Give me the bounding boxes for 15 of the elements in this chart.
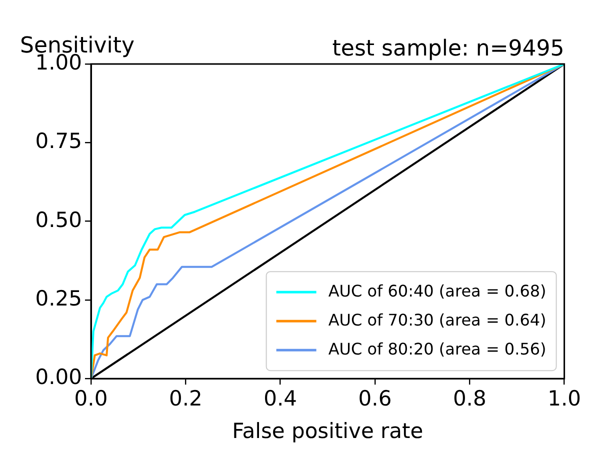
legend-label: AUC of 60:40 (area = 0.68): [328, 281, 546, 300]
x-axis-title: False positive rate: [232, 418, 424, 443]
x-tick-label: 0.2: [168, 386, 202, 411]
x-tick-label: 0.6: [358, 386, 392, 411]
x-tick-label: 0.4: [264, 386, 298, 411]
y-tick-label: 0.00: [35, 365, 82, 390]
y-tick-label: 0.75: [35, 129, 82, 154]
x-tick-label: 0.8: [452, 386, 486, 411]
legend-label: AUC of 80:20 (area = 0.56): [328, 339, 546, 358]
y-tick-label: 0.50: [35, 208, 82, 232]
y-tick-label: 0.25: [35, 286, 82, 310]
chart-title: test sample: n=9495: [332, 36, 564, 62]
x-tick-label: 0.0: [74, 386, 108, 411]
legend-label: AUC of 70:30 (area = 0.64): [328, 310, 546, 330]
x-tick-label: 1.0: [548, 386, 582, 411]
